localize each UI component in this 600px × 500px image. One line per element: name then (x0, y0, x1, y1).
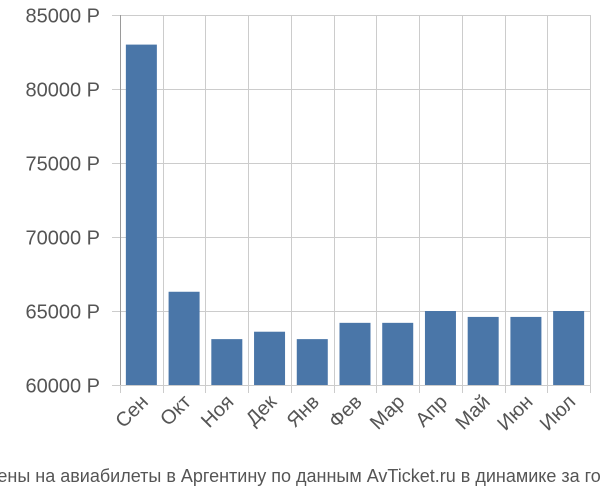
x-tick-label: Фев (325, 391, 367, 433)
y-tick-label: 80000 Р (25, 80, 100, 102)
y-tick-label: 85000 Р (25, 6, 100, 28)
chart-caption: Цены на авиабилеты в Аргентину по данным… (0, 466, 600, 486)
bar (125, 44, 157, 385)
bar (553, 311, 585, 385)
bar (339, 322, 371, 385)
x-tick-label: Янв (283, 391, 324, 432)
bar (424, 311, 456, 385)
x-tick-label: Сен (111, 391, 152, 432)
bars (125, 44, 585, 385)
bar (467, 316, 499, 385)
bar (510, 316, 542, 385)
bar (254, 331, 286, 385)
y-tick-label: 70000 Р (25, 228, 100, 250)
y-tick-label: 60000 Р (25, 376, 100, 398)
bar (296, 339, 328, 385)
bar (211, 339, 243, 385)
x-tick-label: Май (451, 391, 494, 434)
x-tick-label: Окт (156, 391, 195, 430)
x-tick-label: Дек (242, 391, 281, 430)
x-tick-label: Июл (536, 391, 580, 435)
x-tick-label: Мар (366, 391, 409, 434)
x-tick-label: Апр (411, 391, 452, 432)
bar (168, 291, 200, 385)
y-tick-labels: 60000 Р 65000 Р 70000 Р 75000 Р 80000 Р 85000… (25, 6, 100, 398)
y-tick-label: 75000 Р (25, 154, 100, 176)
x-tick-label: Июн (493, 391, 537, 435)
bar (382, 322, 414, 385)
grid-lines (112, 15, 591, 393)
y-tick-label: 65000 Р (25, 302, 100, 324)
x-tick-label: Ноя (197, 391, 238, 432)
